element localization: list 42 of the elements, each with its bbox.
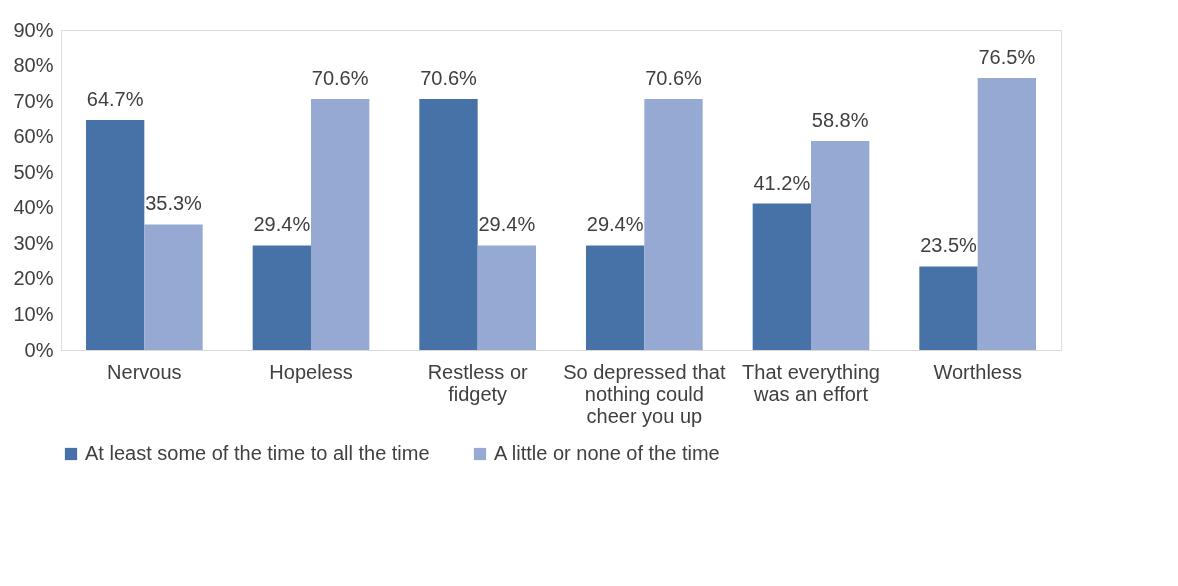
x-tick-label: So depressed that nothing could cheer you up (563, 360, 726, 427)
x-tick-label: Nervous (107, 360, 182, 383)
data-label: 70.6% (645, 66, 703, 89)
y-tick-label: 30% (13, 231, 54, 254)
bar (419, 98, 478, 350)
bar (919, 266, 978, 350)
bar (977, 78, 1036, 350)
bar (86, 119, 145, 350)
data-label: 41.2% (753, 171, 811, 194)
data-label: 70.6% (420, 66, 478, 89)
data-label: 70.6% (311, 66, 369, 89)
y-tick-label: 90% (13, 18, 54, 41)
bar (311, 98, 370, 350)
data-label: 35.3% (145, 192, 203, 215)
data-label: 76.5% (978, 46, 1036, 68)
y-tick-label: 10% (13, 302, 54, 325)
x-tick-label: Worthless (933, 360, 1022, 383)
bar (644, 98, 703, 350)
bar (252, 245, 311, 350)
legend-label: A little or none of the time (494, 442, 720, 464)
y-tick-label: 80% (13, 54, 54, 77)
y-tick-label: 60% (13, 125, 54, 148)
bar (144, 224, 203, 350)
x-tick-label: That everything was an effort (742, 360, 880, 405)
data-label: 29.4% (478, 213, 536, 236)
y-tick-label: 0% (24, 338, 54, 361)
bar (477, 245, 536, 350)
y-tick-label: 40% (13, 196, 54, 219)
y-tick-label: 50% (13, 160, 54, 183)
x-tick-label: Hopeless (269, 360, 353, 383)
data-label: 29.4% (586, 213, 644, 236)
x-tick-label: Restless or fidgety (427, 360, 529, 405)
y-tick-label: 20% (13, 267, 54, 290)
data-label: 58.8% (811, 108, 869, 131)
data-label: 64.7% (86, 87, 144, 110)
bar (752, 203, 811, 350)
bar (811, 140, 870, 350)
data-label: 29.4% (253, 213, 311, 236)
bar (586, 245, 645, 350)
y-tick-label: 70% (13, 89, 54, 112)
data-label: 23.5% (920, 234, 978, 257)
legend-label: At least some of the time to all the time (85, 442, 430, 464)
